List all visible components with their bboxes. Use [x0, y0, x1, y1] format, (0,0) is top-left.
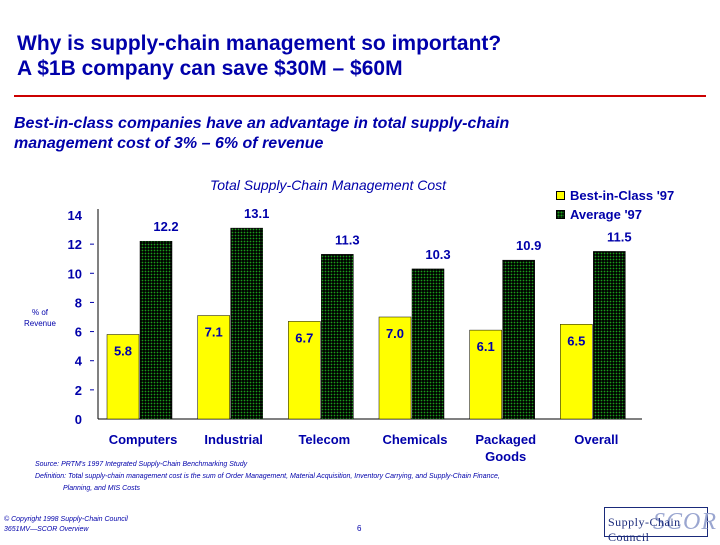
chart-title: Total Supply-Chain Management Cost [210, 177, 447, 193]
title-line-1: Why is supply-chain management so import… [17, 32, 502, 55]
x-tick-label-3: Chemicals [382, 432, 447, 447]
slide-title: Why is supply-chain management so import… [17, 31, 501, 81]
bar-best-5 [560, 324, 593, 420]
data-label-best-0: 5.8 [114, 343, 132, 358]
title-rule [14, 95, 706, 97]
y-tick-label-3: 6 [75, 325, 82, 340]
bar-best-4 [469, 329, 502, 420]
data-label-best-1: 7.1 [205, 325, 223, 340]
y-tick-label-7: 14 [68, 208, 83, 223]
subtitle-line-2: management cost of 3% – 6% of revenue [14, 135, 324, 152]
data-label-average-0: 12.2 [153, 219, 178, 234]
scor-logo: SCOR Supply-Chain Council [604, 507, 716, 544]
y-tick-label-2: 4 [75, 354, 83, 369]
source-note: Source: PRTM's 1997 Integrated Supply-Ch… [35, 461, 248, 468]
x-tick-label-5: Overall [574, 432, 618, 447]
legend-label-average: Average '97 [570, 207, 642, 222]
bar-average-2 [321, 254, 354, 420]
legend-swatch-average [556, 210, 565, 219]
copyright-line-2: 3651MV—SCOR Overview [4, 526, 89, 533]
data-label-average-3: 10.3 [425, 247, 450, 262]
data-label-best-4: 6.1 [477, 339, 495, 354]
bar-best-0 [106, 334, 140, 420]
y-tick-label-1: 2 [75, 383, 82, 398]
slide-subtitle: Best-in-class companies have an advantag… [14, 114, 509, 154]
data-label-average-4: 10.9 [516, 238, 541, 253]
bar-best-3 [378, 316, 412, 420]
bar-average-1 [230, 227, 263, 420]
legend-item-average: Average '97 [556, 205, 674, 224]
logo-mark: SCOR [653, 509, 717, 535]
data-label-best-2: 6.7 [295, 330, 313, 345]
data-label-best-5: 6.5 [567, 333, 585, 348]
x-tick-label-4-line-1: Packaged [475, 432, 536, 447]
data-label-average-1: 13.1 [244, 206, 269, 221]
page-number: 6 [357, 524, 362, 533]
plot-area: 0 2 4 6 8 10 12 14 % of Revenue 5.8 12.2 Computers 7.… [24, 206, 642, 464]
chart-legend: Best-in-Class '97 Average '97 [556, 186, 674, 224]
subtitle-line-1: Best-in-class companies have an advantag… [14, 115, 510, 132]
x-tick-label-1: Industrial [204, 432, 263, 447]
data-label-best-3: 7.0 [386, 326, 404, 341]
y-axis-label-line-1: % of [32, 308, 49, 317]
definition-note-2: Planning, and MIS Costs [63, 485, 141, 492]
legend-item-best: Best-in-Class '97 [556, 186, 674, 205]
y-axis-label-line-2: Revenue [24, 319, 57, 328]
data-label-average-2: 11.3 [335, 232, 360, 247]
bar-average-0 [139, 240, 173, 420]
x-tick-label-2: Telecom [298, 432, 350, 447]
data-label-average-5: 11.5 [607, 229, 632, 244]
title-line-2: A $1B company can save $30M – $60M [17, 57, 403, 80]
bar-average-3 [411, 268, 445, 420]
definition-note-1: Definition: Total supply-chain managemen… [35, 473, 500, 480]
x-tick-label-4-line-2: Goods [485, 449, 526, 464]
legend-label-best: Best-in-Class '97 [570, 188, 675, 203]
x-tick-label-0: Computers [109, 432, 178, 447]
logo-text: Supply-Chain Council [608, 515, 681, 544]
y-tick-label-4: 8 [75, 295, 82, 310]
bar-best-2 [288, 321, 321, 420]
y-tick-label-0: 0 [75, 412, 82, 427]
bar-best-1 [197, 315, 230, 420]
copyright: © Copyright 1998 Supply-Chain Council 36… [4, 515, 128, 535]
legend-swatch-best [556, 191, 565, 200]
copyright-line-1: © Copyright 1998 Supply-Chain Council [4, 516, 128, 523]
bar-average-5 [593, 251, 626, 420]
y-tick-label-5: 10 [68, 266, 82, 281]
y-tick-label-6: 12 [68, 237, 82, 252]
bar-average-4 [502, 259, 535, 420]
